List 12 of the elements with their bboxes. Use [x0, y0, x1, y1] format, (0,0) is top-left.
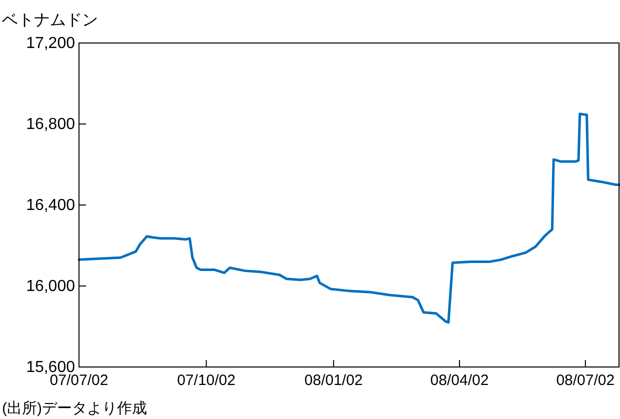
x-tick-label: 08/01/02 — [304, 372, 363, 389]
x-tick-label: 07/10/02 — [177, 372, 236, 389]
line-series — [78, 112, 620, 324]
y-tick-label: 16,800 — [26, 116, 76, 133]
text: (出所)データより作成 — [2, 400, 147, 417]
y-tick-label: 16,400 — [26, 197, 76, 214]
y-axis-title: ベトナムドン — [2, 12, 98, 29]
x-tick-label: 08/04/02 — [430, 372, 489, 389]
x-tick-label: 07/07/02 — [50, 372, 108, 389]
x-tick-label: 08/07/02 — [556, 372, 615, 389]
y-tick-label: 16,000 — [26, 278, 76, 295]
y-tick-label: 17,200 — [26, 35, 76, 52]
